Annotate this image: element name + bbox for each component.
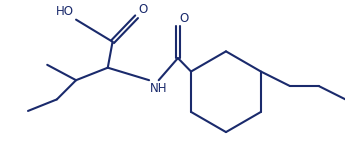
Text: O: O	[139, 3, 148, 16]
Text: NH: NH	[150, 82, 168, 95]
Text: O: O	[179, 12, 188, 25]
Text: HO: HO	[56, 5, 74, 18]
